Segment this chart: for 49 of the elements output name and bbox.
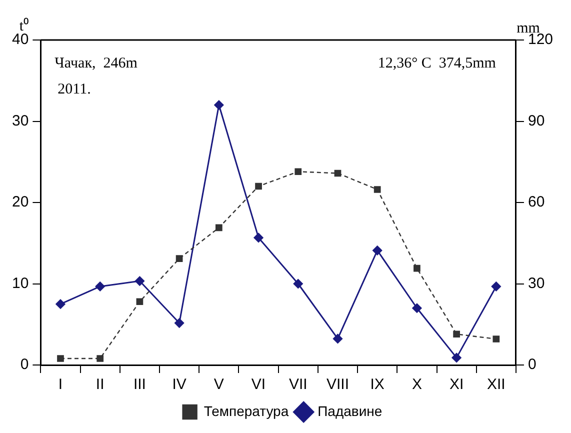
point — [452, 352, 462, 362]
x-tick-label: XI — [449, 376, 464, 394]
point — [414, 264, 420, 272]
x-tick-label: II — [96, 376, 104, 394]
point — [95, 282, 105, 292]
point — [334, 170, 342, 177]
point — [412, 303, 422, 313]
x-tick-label: IX — [370, 376, 384, 394]
x-tick-label: VI — [251, 376, 266, 394]
point — [372, 246, 382, 256]
x-tick-label: VII — [288, 376, 308, 394]
point — [453, 330, 460, 338]
annotation: 12,36° C 374,5mm — [378, 55, 496, 72]
point — [332, 334, 342, 344]
point — [293, 279, 303, 288]
point — [214, 100, 224, 110]
point — [255, 182, 262, 190]
point — [96, 355, 104, 362]
legend-label: Падавине — [318, 402, 382, 419]
legend-label: Температура — [204, 402, 289, 419]
x-tick-label: V — [214, 376, 224, 394]
x-tick-label: III — [133, 376, 146, 394]
y-tick-label: 20 — [12, 194, 29, 211]
y2-tick-label: 60 — [528, 194, 545, 211]
point — [56, 299, 66, 309]
point — [374, 186, 381, 193]
point — [136, 298, 144, 306]
annotation: Чачак, 246m — [54, 55, 138, 72]
y2-tick-label: 90 — [528, 112, 545, 130]
point — [254, 232, 264, 242]
x-tick-label: XII — [487, 376, 506, 394]
y-tick-label: 30 — [12, 112, 29, 130]
x-tick-label: X — [412, 376, 422, 394]
x-tick-label: IV — [172, 376, 186, 394]
x-tick-label: VIII — [326, 376, 349, 394]
x-tick-label: I — [58, 376, 63, 394]
annotation: 2011. — [58, 81, 91, 98]
point — [57, 355, 64, 362]
point — [215, 224, 222, 232]
point — [294, 168, 302, 176]
y-tick-label: 10 — [12, 274, 29, 292]
y-tick-label: 0 — [20, 356, 29, 374]
y2-tick-label: 30 — [528, 274, 545, 292]
y2-tick-label: 0 — [528, 356, 536, 374]
point — [174, 318, 184, 328]
point — [134, 276, 144, 286]
point — [492, 336, 500, 342]
point — [176, 255, 183, 262]
point — [491, 282, 501, 292]
